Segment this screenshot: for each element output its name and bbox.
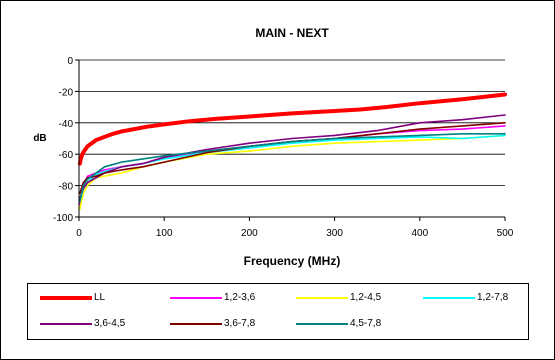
legend-item: 3,6-7,8 [170,317,280,331]
legend-label: 3,6-4,5 [94,318,126,329]
legend-item: 3,6-4,5 [40,317,150,331]
legend-swatch [40,296,92,300]
series-line-4,5-7,8 [79,133,506,203]
legend-label: 1,2-4,5 [350,292,382,303]
x-tick-label: 500 [497,228,514,239]
legend-label: LL [94,292,106,303]
legend-label: 3,6-7,8 [224,318,256,329]
x-tick-label: 0 [76,228,82,239]
legend-item: 1,2-4,5 [296,291,406,305]
series-line-LL [77,92,507,166]
legend-item: LL [40,291,150,305]
y-tick-label: -20 [59,87,74,98]
y-tick-label: 0 [67,56,73,67]
legend-label: 1,2-7,8 [477,292,509,303]
series-line-1,2-7,8 [79,134,506,203]
y-tick-label: -60 [59,150,74,161]
chart-title: MAIN - NEXT [255,26,329,40]
y-tick-label: -40 [59,119,74,130]
legend-swatch [170,323,222,325]
legend-item: 4,5-7,8 [296,317,406,331]
legend-swatch [296,297,348,299]
legend-swatch [296,323,348,325]
series-line-1,2-4,5 [79,134,506,210]
y-axis-label: dB [33,133,46,144]
legend-swatch [40,323,92,325]
y-tick-label: -100 [53,213,73,224]
legend-swatch [423,297,475,299]
x-axis-label: Frequency (MHz) [244,254,341,268]
x-tick-label: 300 [326,228,343,239]
legend-label: 4,5-7,8 [350,318,382,329]
legend-item: 1,2-7,8 [423,291,533,305]
x-tick-label: 200 [241,228,258,239]
x-tick-label: 100 [156,228,173,239]
legend-swatch [170,297,222,299]
legend-item: 1,2-3,6 [170,291,280,305]
chart-legend: LL 1,2-3,6 1,2-4,5 1,2-7,8 3,6-4,5 3,6-7,8 4,5… [27,283,529,340]
x-tick-label: 400 [411,228,428,239]
legend-label: 1,2-3,6 [224,292,256,303]
y-tick-label: -80 [59,182,74,193]
